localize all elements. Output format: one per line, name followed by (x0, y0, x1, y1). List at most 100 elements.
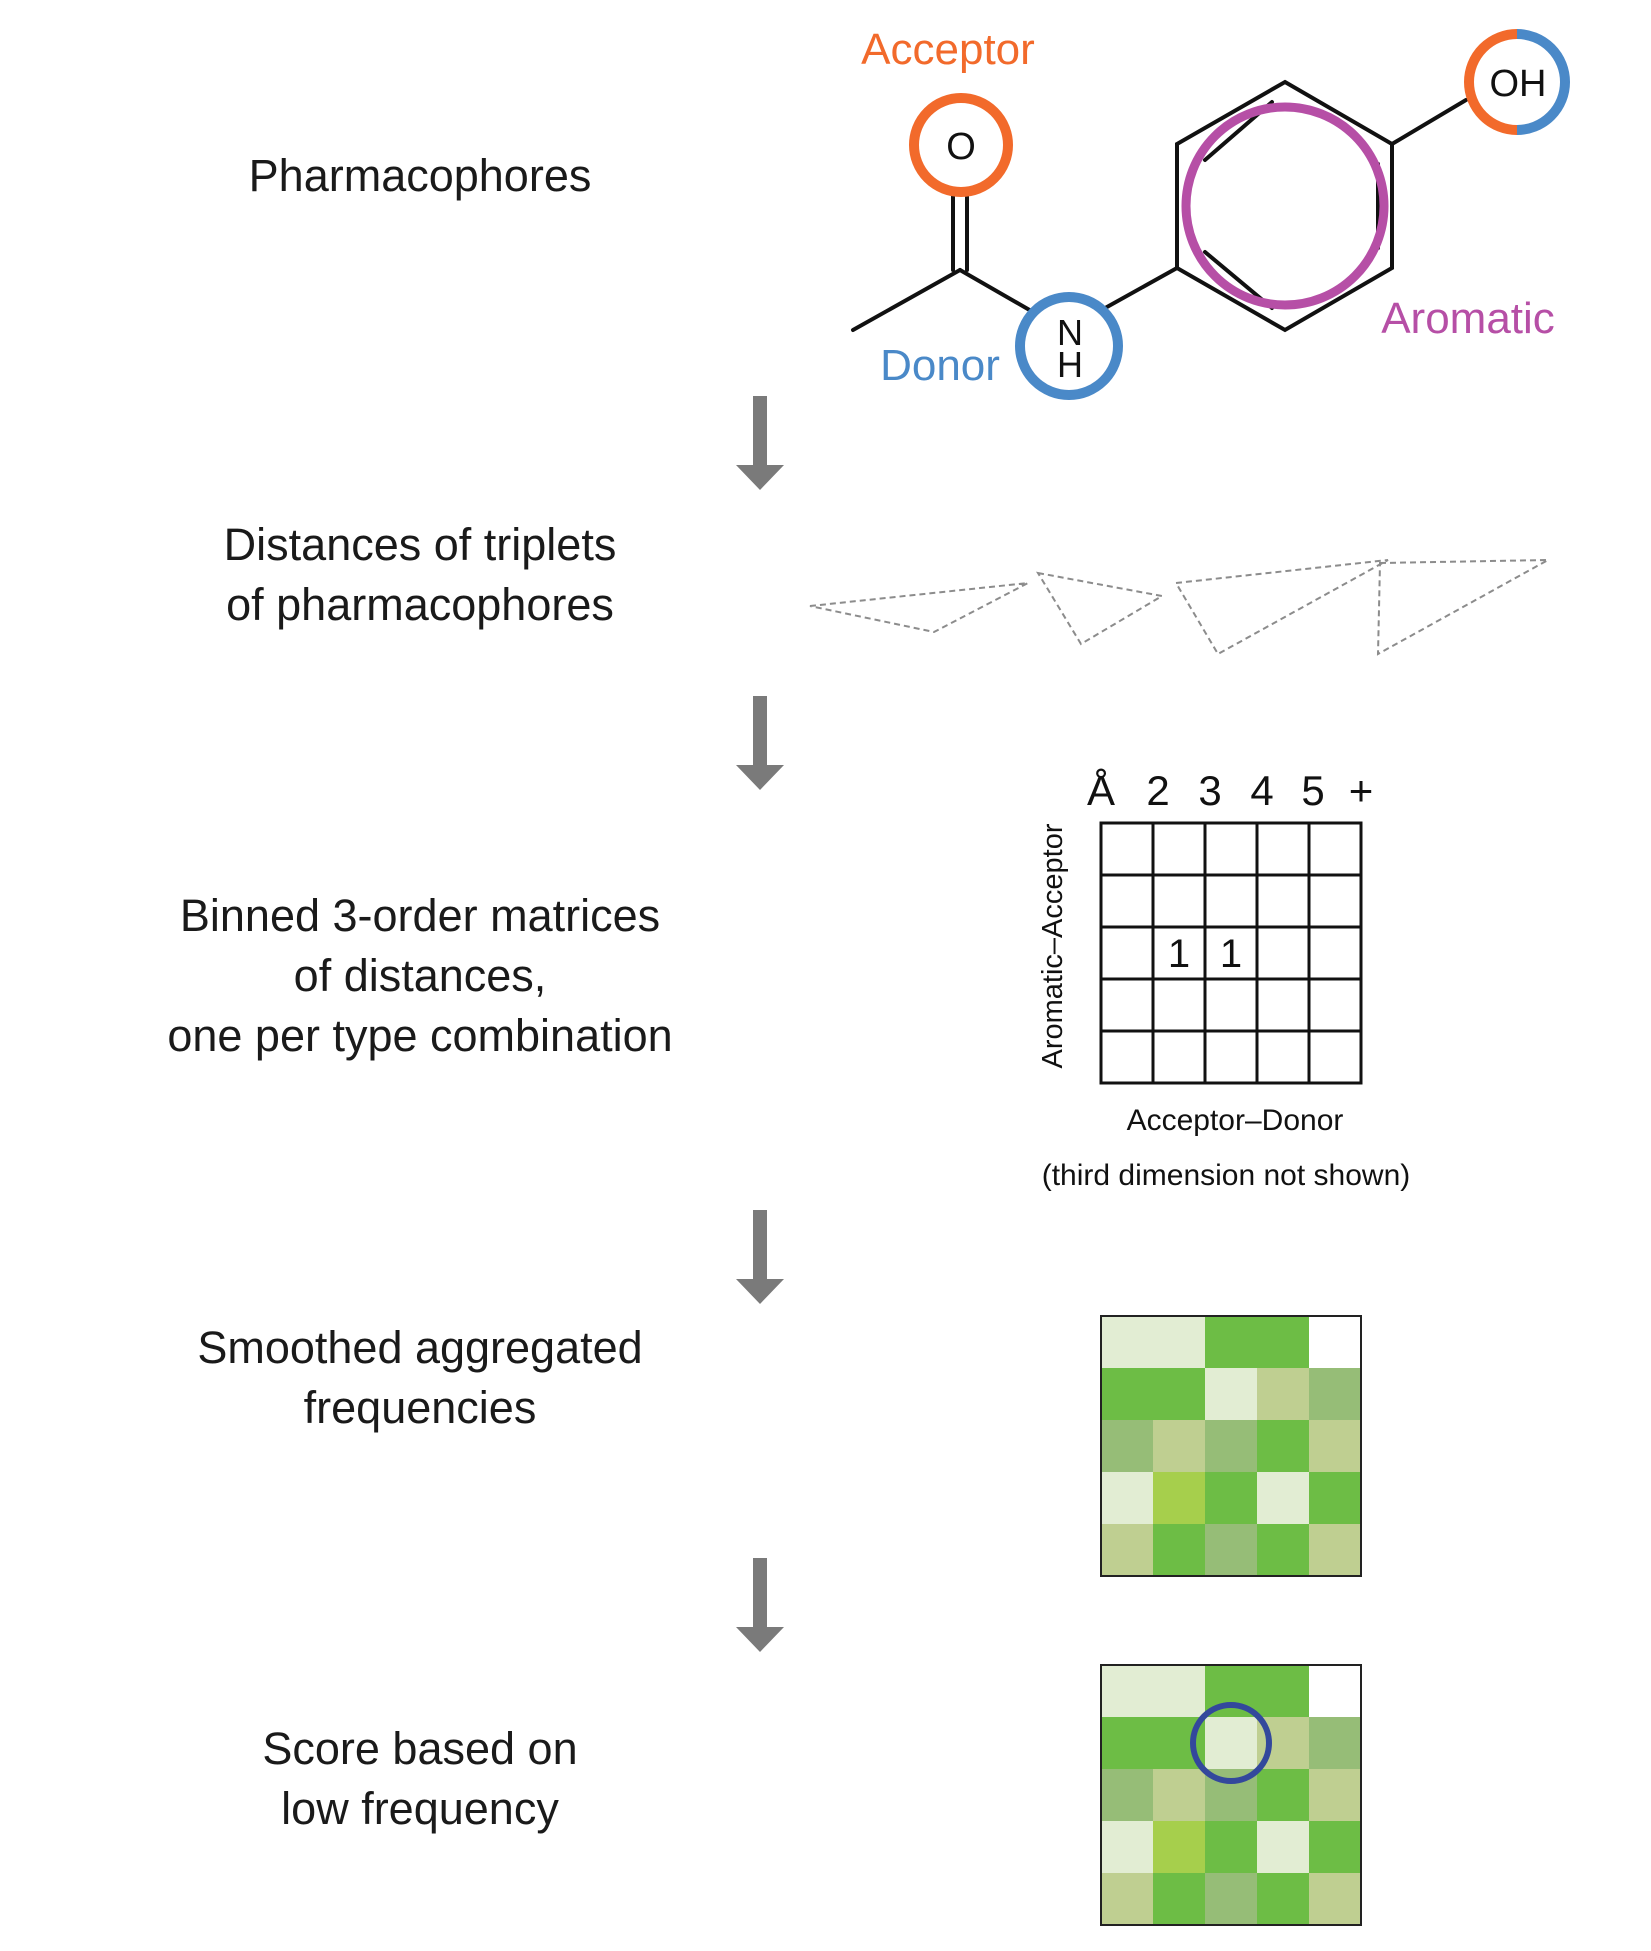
heatmap-cell (1309, 1316, 1361, 1368)
heatmap-cell (1153, 1873, 1205, 1925)
heatmap-cell (1101, 1472, 1153, 1524)
heatmap-cell (1257, 1420, 1309, 1472)
matrix-cell (1151, 1029, 1207, 1085)
matrix-cell (1255, 925, 1311, 981)
matrix-cell (1151, 821, 1207, 877)
heatmap-cell (1257, 1873, 1309, 1925)
heatmap-cell (1309, 1821, 1361, 1873)
heatmap-cell (1205, 1821, 1257, 1873)
atom-o: O (946, 126, 976, 168)
distance-triangle-1 (809, 582, 1029, 634)
smoothed-frequency-heatmap (1100, 1315, 1362, 1577)
heatmap-cell (1153, 1316, 1205, 1368)
heatmap-cell (1153, 1821, 1205, 1873)
heatmap-cell (1153, 1665, 1205, 1717)
distance-triangle-3 (1174, 559, 1389, 656)
benzene-ring (1175, 79, 1394, 333)
heatmap-cell (1309, 1524, 1361, 1576)
matrix-cell (1099, 925, 1155, 981)
matrix-cell-count: 1 (1168, 932, 1190, 976)
acceptor-circle (909, 93, 1013, 197)
heatmap-cell (1101, 1821, 1153, 1873)
bond-methyl (851, 268, 962, 332)
matrix-cell (1203, 821, 1259, 877)
oh-circle-bg (1469, 34, 1565, 130)
heatmap-cell (1153, 1769, 1205, 1821)
step-label-distances: Distances of triplets of pharmacophores (223, 519, 617, 630)
donor-label: Donor (880, 341, 1000, 390)
matrix-col-header-2: 2 (1146, 767, 1169, 814)
matrix-cell (1203, 1029, 1259, 1085)
matrix-x-label: Acceptor–Donor (1127, 1104, 1344, 1137)
step-label-smoothed-frequencies: Smoothed aggregated frequencies (197, 1322, 643, 1433)
heatmap-cell (1205, 1316, 1257, 1368)
heatmap-cell (1309, 1368, 1361, 1420)
matrix-y-label: Aromatic–Acceptor (1037, 823, 1069, 1068)
matrix-cell (1099, 873, 1155, 929)
heatmap-cell (1101, 1316, 1153, 1368)
matrix-col-header-5: 5 (1301, 767, 1324, 814)
step-label-pharmacophores: Pharmacophores (248, 150, 592, 201)
matrix-note: (third dimension not shown) (1042, 1159, 1411, 1192)
donor-circle (1015, 292, 1123, 400)
atom-n: N (1057, 312, 1083, 353)
heatmap-cell (1205, 1472, 1257, 1524)
matrix-cell (1307, 925, 1363, 981)
matrix-col-header-3: 3 (1198, 767, 1221, 814)
heatmap-cell (1101, 1717, 1153, 1769)
heatmap-cell (1257, 1821, 1309, 1873)
matrix-cell (1255, 977, 1311, 1033)
matrix-cell (1203, 873, 1259, 929)
heatmap-cell (1101, 1368, 1153, 1420)
matrix-col-header-4: 4 (1250, 767, 1273, 814)
matrix-cell (1203, 925, 1259, 981)
heatmap-cell (1205, 1420, 1257, 1472)
heatmap-cell (1153, 1368, 1205, 1420)
heatmap-border (1100, 1664, 1362, 1926)
matrix-cell (1255, 873, 1311, 929)
step-label-score: Score based on low frequency (262, 1723, 578, 1834)
heatmap-cell (1101, 1873, 1153, 1925)
distance-triangles (809, 559, 1549, 656)
heatmap-cell (1257, 1472, 1309, 1524)
matrix-cell (1151, 873, 1207, 929)
matrix-col-header-plus: + (1349, 767, 1374, 814)
heatmap-cell (1101, 1769, 1153, 1821)
down-arrow-4 (736, 1558, 784, 1652)
heatmap-cell (1101, 1524, 1153, 1576)
heatmap-cell (1257, 1665, 1309, 1717)
matrix-cell (1307, 821, 1363, 877)
matrix-cell (1255, 821, 1311, 877)
heatmap-cell (1257, 1769, 1309, 1821)
matrix-cell (1099, 821, 1155, 877)
heatmap-cell (1309, 1769, 1361, 1821)
matrix-cell (1255, 1029, 1311, 1085)
heatmap-cell (1205, 1717, 1257, 1769)
heatmap-cell (1257, 1524, 1309, 1576)
heatmap-cell (1153, 1524, 1205, 1576)
matrix-cell (1099, 1029, 1155, 1085)
acceptor-label: Acceptor (861, 25, 1035, 74)
down-arrow-3 (736, 1210, 784, 1304)
matrix-cell (1307, 1029, 1363, 1085)
step-label-binned-matrices: Binned 3-order matrices of distances, on… (167, 890, 673, 1061)
matrix-cell (1307, 873, 1363, 929)
low-frequency-highlight (1190, 1702, 1272, 1784)
aromatic-label: Aromatic (1381, 294, 1555, 343)
down-arrow-2 (736, 696, 784, 790)
oh-circle-acceptor-arc (1464, 29, 1518, 135)
down-arrow-1 (736, 396, 784, 490)
heatmap-cell (1309, 1420, 1361, 1472)
matrix-col-header-angstrom: Å (1087, 767, 1115, 814)
heatmap-cell (1309, 1873, 1361, 1925)
atom-h: H (1057, 344, 1083, 385)
matrix-cell (1151, 977, 1207, 1033)
matrix-cell (1203, 977, 1259, 1033)
matrix-cell (1099, 977, 1155, 1033)
heatmap-cell (1153, 1472, 1205, 1524)
bond-ring-oh (1390, 98, 1468, 146)
aromatic-ring-circle (1181, 102, 1389, 310)
